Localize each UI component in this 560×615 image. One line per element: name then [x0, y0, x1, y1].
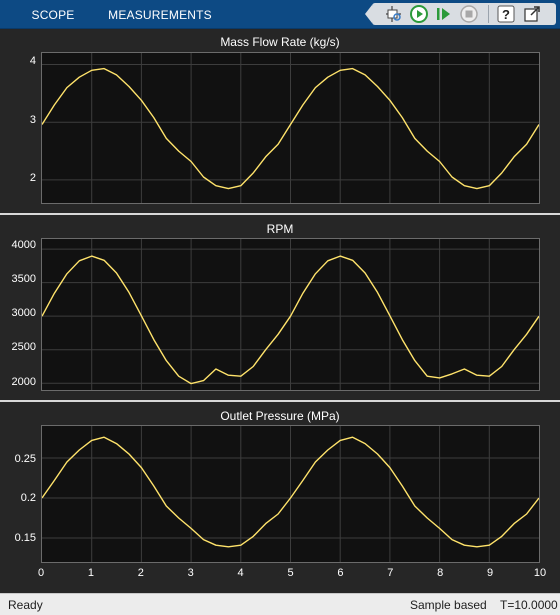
xtick-label: 2: [137, 567, 144, 579]
xtick-label: 9: [487, 567, 494, 579]
status-simulation-time: T=10.0000: [500, 598, 558, 612]
xtick-label: 8: [437, 567, 444, 579]
run-icon[interactable]: [409, 4, 429, 24]
panel-divider: [0, 213, 560, 215]
ytick-label: 4: [29, 55, 36, 67]
quick-access-toolbar: ?: [365, 3, 556, 25]
ytick-label: 2: [29, 172, 36, 184]
xtick-label: 10: [533, 567, 547, 579]
help-icon[interactable]: ?: [496, 4, 516, 24]
tab-scope[interactable]: SCOPE: [31, 8, 75, 22]
plot-title-mass-flow: Mass Flow Rate (kg/s): [220, 35, 340, 49]
plot-canvas: [42, 239, 539, 390]
highlight-simulink-block-icon[interactable]: [384, 4, 404, 24]
series-line: [42, 436, 539, 548]
axes-rpm[interactable]: [41, 238, 540, 391]
plot-title-rpm: RPM: [266, 222, 294, 236]
status-sample-mode: Sample based: [410, 598, 487, 612]
ytick-label: 2000: [11, 376, 36, 388]
stop-icon[interactable]: [459, 4, 479, 24]
xtick-label: 7: [387, 567, 394, 579]
xtick-label: 6: [337, 567, 344, 579]
ytick-label: 2500: [11, 341, 36, 353]
xtick-label: 4: [237, 567, 244, 579]
series-line: [42, 255, 539, 385]
xtick-label: 5: [287, 567, 294, 579]
axes-mass-flow-rate[interactable]: [41, 52, 540, 204]
ytick-label: 0.2: [20, 492, 36, 504]
ytick-label: 3000: [11, 307, 36, 319]
ytick-label: 3500: [11, 273, 36, 285]
ytick-label: 0.25: [14, 453, 36, 465]
svg-text:?: ?: [502, 7, 510, 22]
status-bar: Ready Sample based T=10.0000: [0, 593, 560, 615]
status-text: Ready: [8, 598, 43, 612]
undock-icon[interactable]: [522, 4, 542, 24]
ytick-label: 4000: [11, 239, 36, 251]
series-line: [42, 67, 539, 190]
xtick-label: 0: [37, 567, 45, 579]
axes-outlet-pressure[interactable]: [41, 425, 540, 563]
toolbar-separator: [488, 5, 489, 23]
plot-canvas: [42, 426, 539, 562]
toolstrip: SCOPE MEASUREMENTS: [0, 0, 560, 29]
xtick-label: 1: [87, 567, 94, 579]
plot-title-outlet-pressure: Outlet Pressure (MPa): [220, 409, 340, 423]
step-forward-icon[interactable]: [433, 4, 453, 24]
panel-divider: [0, 400, 560, 402]
plot-canvas: [42, 53, 539, 203]
xtick-label: 3: [187, 567, 194, 579]
ytick-label: 0.15: [14, 532, 36, 544]
tab-measurements[interactable]: MEASUREMENTS: [108, 8, 212, 22]
ytick-label: 3: [29, 114, 36, 126]
